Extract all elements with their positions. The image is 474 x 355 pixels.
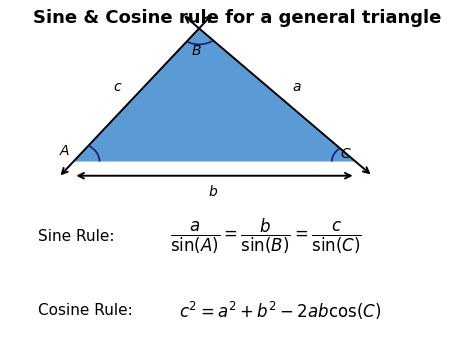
- Text: Sine & Cosine rule for a general triangle: Sine & Cosine rule for a general triangl…: [33, 9, 441, 27]
- Text: A: A: [59, 144, 69, 158]
- Text: $\dfrac{a}{\sin(A)} = \dfrac{b}{\sin(B)} = \dfrac{c}{\sin(C)}$: $\dfrac{a}{\sin(A)} = \dfrac{b}{\sin(B)}…: [170, 217, 361, 256]
- Polygon shape: [73, 28, 356, 162]
- Text: Sine Rule:: Sine Rule:: [38, 229, 114, 244]
- Text: a: a: [292, 80, 301, 94]
- Text: c: c: [114, 80, 121, 94]
- Text: Cosine Rule:: Cosine Rule:: [38, 303, 133, 318]
- Text: B: B: [192, 44, 201, 59]
- Text: C: C: [340, 147, 350, 162]
- Text: b: b: [209, 185, 218, 198]
- Text: $c^2 = a^2 + b^2 - 2ab\cos(C)$: $c^2 = a^2 + b^2 - 2ab\cos(C)$: [179, 300, 381, 322]
